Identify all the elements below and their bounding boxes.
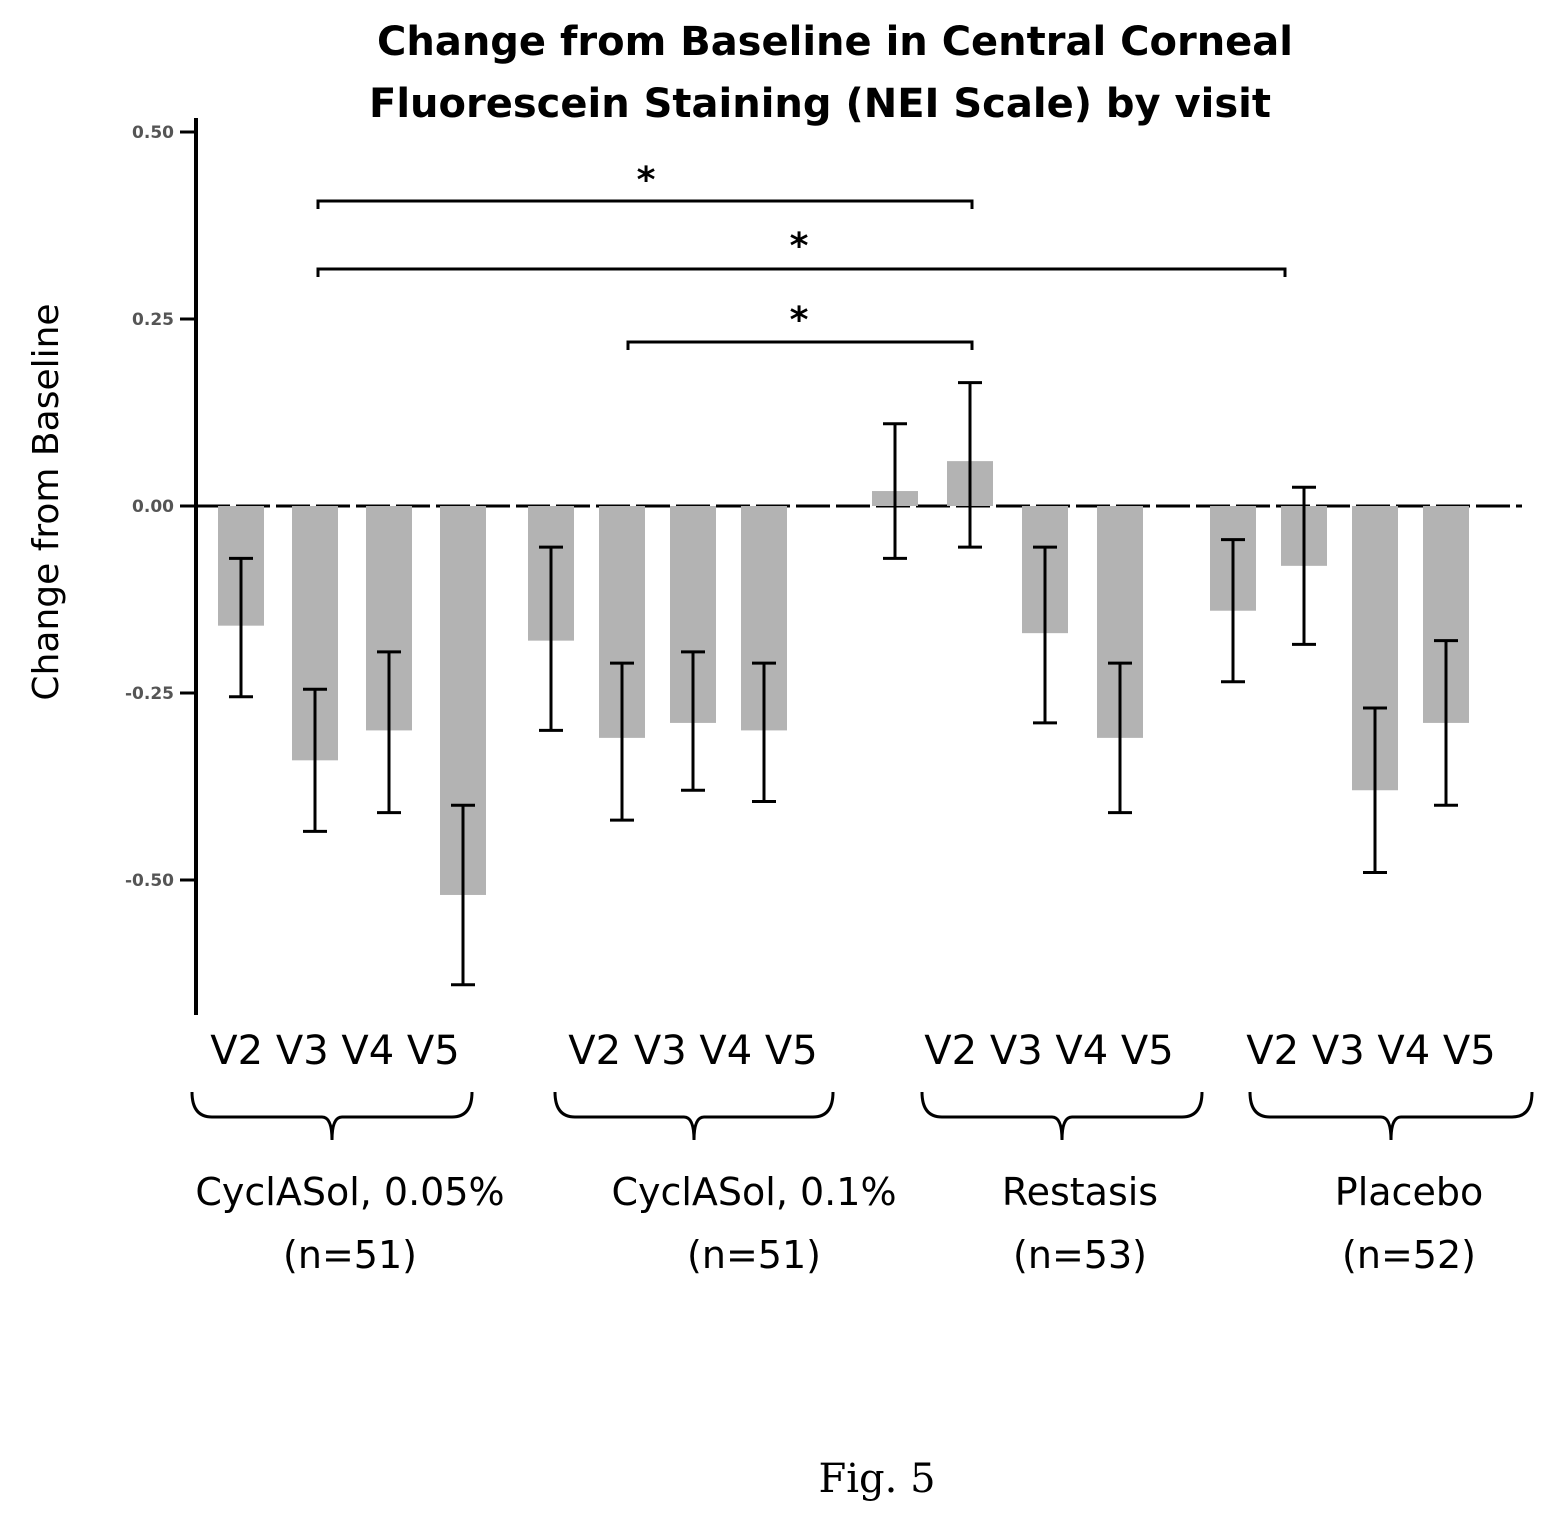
group-brace <box>190 1091 474 1141</box>
group-label-n: (n=51) <box>283 1233 417 1277</box>
y-tick-label: -0.25 <box>125 684 174 704</box>
figure-caption: Fig. 5 <box>818 1456 935 1502</box>
group-label-name: Restasis <box>1002 1170 1158 1214</box>
group-brace <box>920 1091 1204 1141</box>
y-tick-label: 0.00 <box>132 497 174 517</box>
significance-bracket <box>626 340 974 350</box>
significance-star: * <box>790 300 809 341</box>
significance-brackets: * * * <box>316 160 1287 350</box>
significance-star: * <box>637 160 656 201</box>
visit-labels: V2 V3 V4 V5 <box>210 1028 459 1074</box>
significance-star: * <box>790 226 809 267</box>
bars <box>218 461 1469 895</box>
chart-title-line-2: Fluorescein Staining (NEI Scale) by visi… <box>369 81 1271 127</box>
group-label-name: CyclASol, 0.1% <box>611 1170 896 1214</box>
chart-title-line-1: Change from Baseline in Central Corneal <box>377 19 1293 65</box>
y-tick-label: 0.50 <box>132 123 174 143</box>
error-bars <box>229 381 1458 987</box>
visit-labels: V2 V3 V4 V5 <box>924 1028 1173 1074</box>
group-label-n: (n=51) <box>687 1233 821 1277</box>
visit-labels: V2 V3 V4 V5 <box>1246 1028 1495 1074</box>
visit-labels: V2 V3 V4 V5 <box>568 1028 817 1074</box>
y-tick-label: 0.25 <box>132 310 174 330</box>
group-label-name: Placebo <box>1335 1170 1483 1214</box>
group-label-name: CyclASol, 0.05% <box>195 1170 504 1214</box>
group-labels: V2 V3 V4 V5 CyclASol, 0.05% (n=51) V2 V3 V4… <box>190 1028 1534 1277</box>
significance-bracket <box>316 199 974 209</box>
group-label-n: (n=53) <box>1013 1233 1147 1277</box>
group-brace <box>553 1091 835 1141</box>
y-axis-label: Change from Baseline <box>26 303 67 700</box>
group-label-n: (n=52) <box>1342 1233 1476 1277</box>
y-tick-label: -0.50 <box>125 871 174 891</box>
significance-bracket <box>316 267 1287 277</box>
group-brace <box>1248 1091 1534 1141</box>
